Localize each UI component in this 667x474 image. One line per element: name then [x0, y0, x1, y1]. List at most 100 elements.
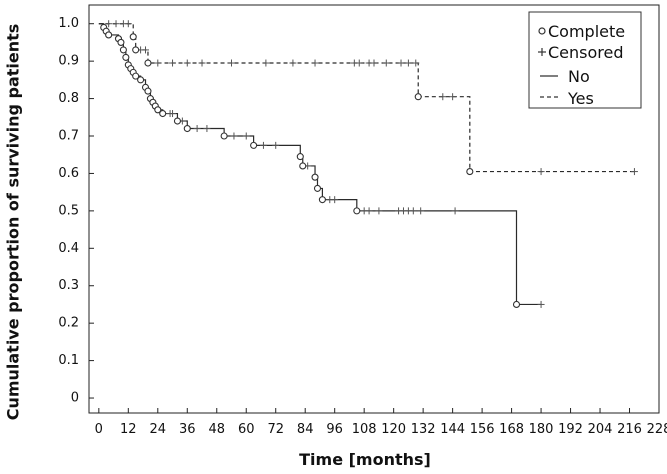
y-tick-label: 1.0	[58, 16, 79, 31]
x-tick-label: 144	[440, 422, 465, 437]
legend-no-label: No	[568, 67, 590, 86]
x-tick-label: 48	[208, 422, 225, 437]
legend-censored-marker	[538, 48, 546, 56]
x-axis-title: Time [months]	[299, 450, 431, 469]
series-yes-censored-mark	[105, 20, 113, 28]
series-no-event-point	[220, 132, 228, 140]
x-tick-label: 180	[529, 422, 554, 437]
y-axis: 0 0.1 0.2 0.3 0.4 0.5 0.6 0.7 0.8 0.9 1.0	[58, 16, 94, 406]
series-yes-censored-mark	[169, 59, 177, 67]
y-tick-label: 0.5	[58, 203, 79, 218]
x-tick-label: 228	[647, 422, 667, 437]
series-yes-censored-mark	[370, 59, 378, 67]
x-tick-label: 132	[411, 422, 436, 437]
series-no-censored-mark	[451, 207, 459, 215]
series-no-censored-mark	[259, 141, 267, 149]
x-tick-label: 24	[150, 422, 167, 437]
series-no-event-point	[105, 31, 113, 39]
series-no-event-point	[137, 76, 145, 84]
y-tick-label: 0.2	[58, 316, 79, 331]
series-no-event-point	[299, 162, 307, 170]
series-yes-censored-mark	[124, 20, 132, 28]
x-tick-label: 120	[381, 422, 406, 437]
y-tick-label: 0.9	[58, 54, 79, 69]
series-yes-event-point	[144, 59, 152, 67]
x-tick-label: 168	[499, 422, 524, 437]
x-tick-label: 216	[617, 422, 642, 437]
series-yes-censored-mark	[439, 93, 447, 101]
x-tick-label: 60	[238, 422, 255, 437]
series-no-censored-mark	[417, 207, 425, 215]
series-yes-censored-mark	[404, 59, 412, 67]
series-yes-event-point	[414, 93, 422, 101]
series-no-event-point	[132, 72, 140, 80]
series-yes-censored-mark	[289, 59, 297, 67]
series-yes-censored-mark	[112, 20, 120, 28]
x-tick-label: 0	[95, 422, 103, 437]
y-tick-label: 0	[71, 391, 79, 406]
series-no-event-point	[318, 196, 326, 204]
x-tick-label: 84	[297, 422, 314, 437]
series-yes-event-point	[132, 46, 140, 54]
legend-censored-label: Censored	[548, 43, 624, 62]
series-yes-event-point	[466, 168, 474, 176]
series-yes-censored-mark	[228, 59, 235, 67]
series-yes	[98, 20, 638, 176]
x-tick-label: 204	[588, 422, 613, 437]
series-no-censored-mark	[272, 141, 280, 149]
series-layer	[98, 20, 638, 308]
series-yes-censored-mark	[397, 59, 405, 67]
series-yes-event-point	[129, 33, 137, 41]
x-tick-label: 36	[179, 422, 196, 437]
series-no-censored-mark	[203, 125, 211, 133]
series-no-event-point	[144, 87, 152, 95]
series-yes-censored-mark	[537, 168, 545, 176]
series-yes-censored-mark	[382, 59, 390, 67]
series-yes-censored-mark	[183, 59, 191, 67]
series-yes-censored-mark	[198, 59, 206, 67]
legend-complete-label: Complete	[548, 22, 625, 41]
legend: Complete Censored No Yes	[528, 11, 642, 109]
y-tick-label: 0.4	[58, 241, 79, 256]
series-no-event-point	[183, 124, 191, 133]
series-yes-censored-mark	[630, 168, 638, 176]
series-no-censored-mark	[331, 196, 339, 204]
series-no-event-point	[250, 141, 258, 149]
series-no-censored-mark	[242, 132, 250, 140]
y-axis-title: Cumulative proportion of surviving patie…	[4, 24, 23, 421]
series-yes-censored-mark	[142, 46, 150, 54]
series-no-event-point	[173, 117, 181, 125]
series-no	[98, 23, 545, 308]
series-yes-censored-mark	[262, 59, 270, 67]
series-no-censored-mark	[193, 125, 201, 133]
series-no-censored-mark	[375, 207, 383, 215]
x-tick-label: 72	[267, 422, 284, 437]
series-yes-censored-mark	[412, 59, 420, 67]
series-yes-censored-mark	[154, 59, 162, 67]
x-tick-label: 156	[470, 422, 495, 437]
legend-box	[528, 11, 642, 109]
series-no-event-point	[122, 53, 130, 61]
series-no-censored-mark	[230, 132, 238, 140]
plot-frame	[88, 4, 660, 414]
y-tick-label: 0.6	[58, 166, 79, 181]
legend-yes-label: Yes	[567, 89, 594, 108]
x-tick-label: 108	[352, 422, 377, 437]
x-tick-label: 192	[558, 422, 583, 437]
y-tick-label: 0.7	[58, 129, 79, 144]
series-no-censored-mark	[537, 300, 545, 308]
series-no-event-point	[311, 173, 319, 181]
x-tick-label: 12	[120, 422, 137, 437]
legend-complete-marker	[538, 27, 546, 35]
series-no-event-point	[154, 106, 162, 114]
y-tick-label: 0.1	[58, 353, 79, 368]
series-no-event-point	[313, 184, 322, 192]
series-no-censored-mark	[409, 207, 417, 215]
series-yes-censored-mark	[449, 93, 457, 101]
y-tick-label: 0.8	[58, 91, 79, 106]
series-no-censored-mark	[365, 207, 373, 215]
series-yes-censored-mark	[355, 59, 363, 67]
series-yes-censored-mark	[311, 59, 319, 67]
series-no-event-point	[353, 207, 361, 215]
